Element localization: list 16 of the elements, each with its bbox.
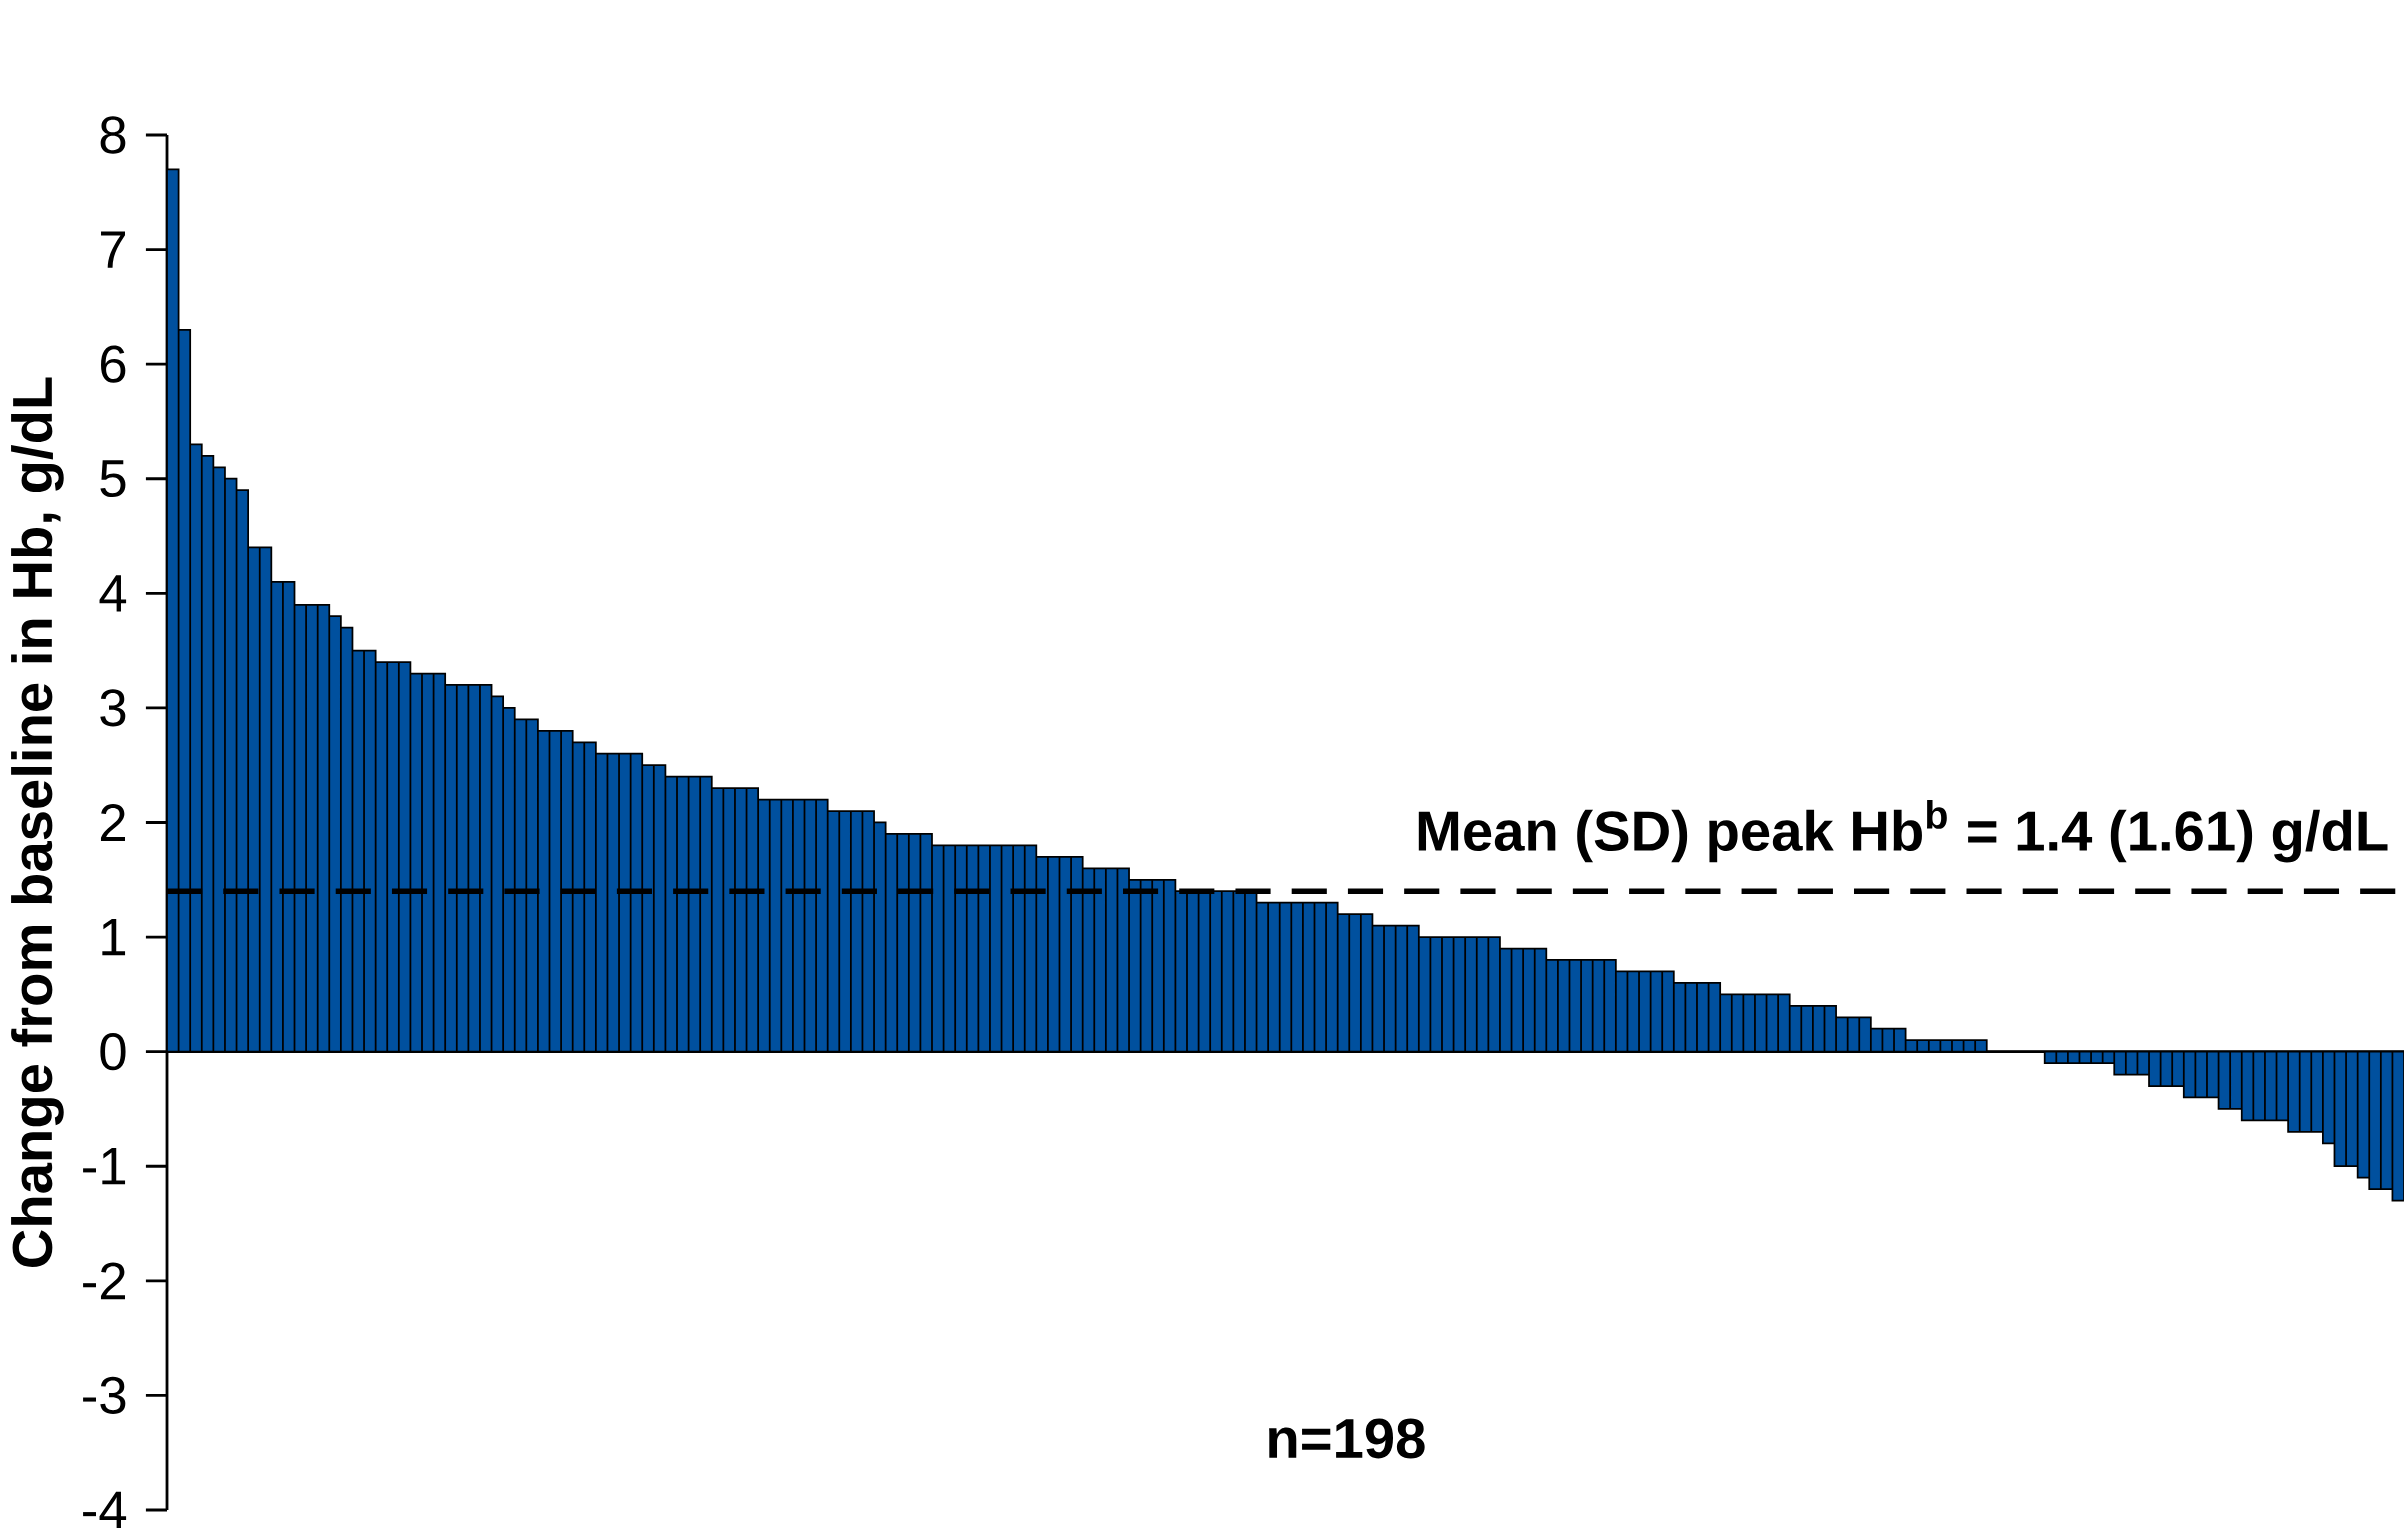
- annotation: n=198: [1269, 1418, 1425, 1459]
- y-tick-label: 4: [99, 575, 127, 612]
- y-tick-label: -3: [83, 1376, 126, 1415]
- y-tick-label: 5: [100, 460, 126, 498]
- y-tick-label: 1: [102, 918, 126, 956]
- y-tick-label: 7: [101, 231, 125, 268]
- text: Mean (SD) peak Hb$^{b}$ = 1.4 (1.61) g/dL: [1418, 799, 2388, 863]
- y-axis-title: Change from baseline in Hb, g/dL: [11, 377, 64, 1267]
- y-tick-label: -4: [83, 1491, 127, 1529]
- y-tick-label: -1: [83, 1148, 126, 1185]
- y-tick-label: 3: [100, 689, 126, 727]
- y-tick-label: -2: [83, 1262, 125, 1300]
- y-tick-label: 2: [100, 804, 125, 841]
- y-tick-label: 8: [100, 116, 126, 154]
- y-tick-label: 0: [100, 1032, 126, 1071]
- y-tick-label: 6: [101, 345, 126, 383]
